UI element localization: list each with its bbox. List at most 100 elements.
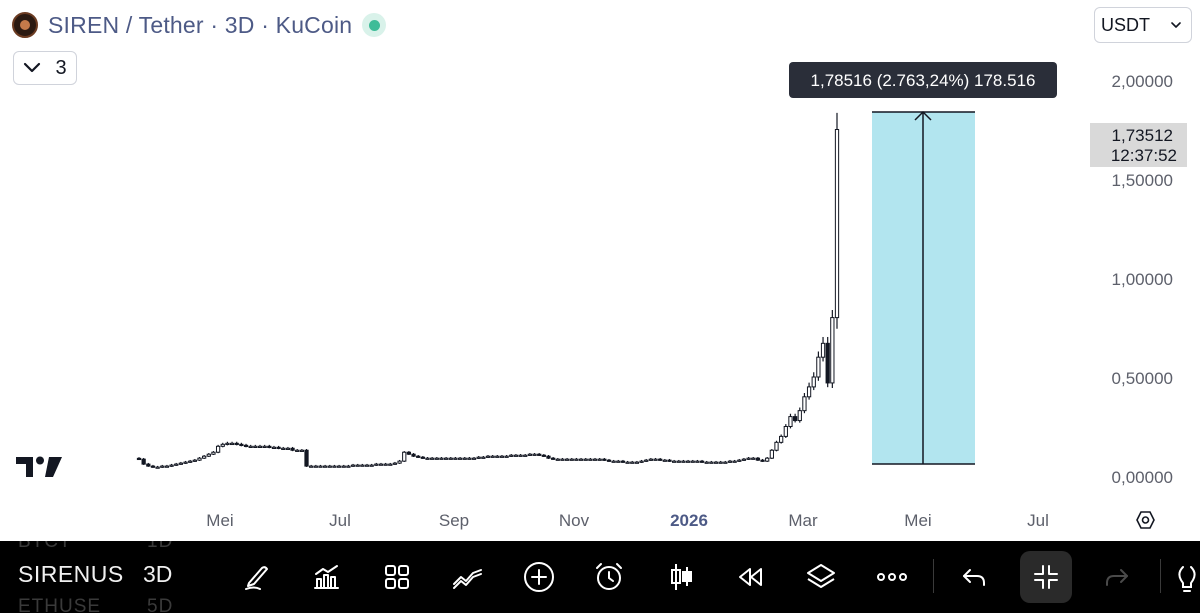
candle [713, 461, 719, 464]
candle [206, 453, 211, 457]
candle [439, 457, 444, 460]
candle [741, 458, 747, 461]
candle [797, 410, 802, 422]
replay-button[interactable] [724, 551, 776, 603]
candle [606, 459, 612, 462]
candle [248, 445, 253, 448]
candle [336, 465, 342, 468]
candle [616, 460, 621, 463]
candle [578, 458, 584, 461]
alert-button[interactable] [583, 551, 635, 603]
indicators-collapse-button[interactable]: 3 [13, 51, 77, 85]
candle [150, 465, 156, 468]
candle [448, 457, 453, 460]
candle [709, 461, 714, 464]
ghost-interval-above: 1D [147, 541, 174, 552]
candle [327, 465, 332, 468]
candle [774, 441, 779, 451]
last-price-value: 1,73512 [1112, 126, 1173, 145]
candle [620, 460, 626, 463]
interval-button[interactable]: 3D [143, 561, 173, 587]
price-tick: 0,00000 [1112, 468, 1173, 487]
candle [699, 460, 705, 463]
candle [732, 460, 737, 463]
add-button[interactable] [513, 551, 565, 603]
price-tick: 1,50000 [1112, 171, 1173, 190]
redo-button[interactable] [1091, 551, 1143, 603]
toolbar-divider [1160, 559, 1161, 593]
candle [760, 459, 765, 462]
candle [564, 458, 570, 461]
candle [476, 456, 481, 459]
time-label: Nov [559, 511, 590, 530]
symbol-button[interactable]: SIRENUS [18, 561, 124, 587]
price-tick: 1,00000 [1112, 270, 1173, 289]
candle [546, 455, 551, 459]
candle [485, 455, 491, 458]
candle [355, 464, 360, 467]
axis-settings-icon[interactable] [1136, 511, 1155, 529]
ideas-button[interactable] [1170, 551, 1200, 603]
compare-button[interactable] [442, 551, 494, 603]
indicators-button[interactable] [300, 551, 352, 603]
candle [802, 396, 807, 412]
candle [662, 459, 667, 462]
candle [462, 457, 467, 460]
measurement-label-box [789, 62, 1057, 98]
layouts-button[interactable] [371, 551, 423, 603]
draw-button[interactable] [231, 551, 283, 603]
candle [634, 461, 640, 464]
collapse-icon [1034, 565, 1058, 589]
candle [574, 458, 579, 461]
measurement-arrow-head [914, 110, 932, 121]
candle [434, 457, 439, 460]
candle [313, 465, 318, 468]
candle [830, 317, 835, 384]
candle [481, 456, 486, 459]
more-button[interactable] [866, 551, 918, 603]
time-label: Jul [1027, 511, 1049, 530]
candle [625, 461, 630, 464]
layers-icon [807, 564, 835, 588]
candle [309, 465, 314, 468]
currency-select[interactable]: USDT [1094, 7, 1192, 43]
plus-circle-icon [524, 562, 554, 592]
candle [723, 461, 728, 464]
candle [825, 342, 830, 384]
candle [527, 453, 533, 456]
candle [811, 376, 816, 388]
candle [202, 455, 207, 459]
price-chart[interactable]: 1,78516 (2.763,24%) 178.516 2,00000 1,50… [0, 0, 1200, 541]
chart-title[interactable]: SIREN / Tether · 3D · KuCoin [48, 11, 353, 38]
time-label: Mei [206, 511, 233, 530]
rewind-icon [739, 568, 762, 586]
undo-button[interactable] [948, 551, 1000, 603]
chart-type-button[interactable] [655, 551, 707, 603]
candle [457, 457, 463, 460]
exit-fullscreen-button[interactable] [1020, 551, 1072, 603]
candle [378, 463, 384, 466]
ghost-symbol-below: ETHUSE [18, 596, 102, 613]
more-icon [877, 573, 907, 581]
time-label: Mar [788, 511, 818, 530]
candle [779, 435, 784, 443]
candle [197, 457, 202, 461]
candle [490, 455, 495, 458]
candle [267, 445, 272, 448]
candle [555, 458, 560, 461]
object-tree-button[interactable] [795, 551, 847, 603]
candle [513, 454, 519, 457]
candle [388, 463, 393, 466]
candle [146, 463, 151, 467]
candle [537, 453, 542, 456]
candle [402, 451, 407, 462]
lightbulb-icon [1178, 566, 1196, 592]
candle [523, 454, 528, 457]
candle [430, 457, 435, 460]
candle [504, 455, 509, 458]
candle [178, 462, 184, 465]
candle [569, 458, 574, 461]
candle [588, 458, 593, 461]
market-status-icon[interactable] [362, 13, 387, 37]
bar-countdown: 12:37:52 [1111, 146, 1177, 165]
